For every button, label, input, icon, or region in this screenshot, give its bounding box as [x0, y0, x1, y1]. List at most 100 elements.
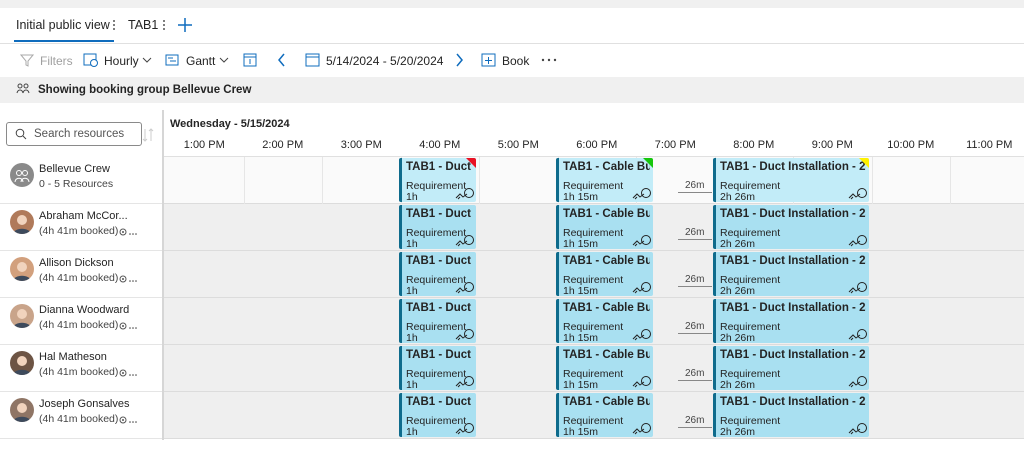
status-icon	[119, 322, 127, 330]
booking-duration: 1h 15m	[563, 238, 599, 249]
tab-underline	[14, 40, 114, 42]
booking-duration: 1h	[406, 285, 418, 296]
date-range[interactable]: 5/14/2024 - 5/20/2024	[326, 54, 444, 68]
divider	[0, 43, 1024, 44]
banner-text: Showing booking group Bellevue Crew	[38, 84, 252, 96]
person-photo	[13, 309, 31, 328]
column-line	[950, 157, 951, 204]
banner-bg	[0, 77, 1024, 103]
booking-title: TAB1 - Duct Installation - 2316	[720, 302, 866, 314]
column-line	[871, 157, 873, 204]
travel-line	[678, 333, 712, 334]
booking-title: TAB1 - Cable Buri	[563, 302, 650, 314]
booking-label: Requirement	[720, 415, 781, 427]
resource-detail: (4h 41m booked)	[39, 272, 119, 284]
booking-duration: 2h 26m	[720, 379, 756, 390]
booking-duration: 1h	[406, 191, 418, 202]
search-box[interactable]	[6, 122, 142, 146]
column-line	[322, 157, 323, 204]
resource-detail: 0 - 5 Resources	[39, 178, 114, 190]
resource-detail: (4h 41m booked)	[39, 413, 119, 425]
tab-menu[interactable]	[111, 18, 117, 32]
book-button[interactable]: Book	[502, 54, 530, 68]
booking[interactable]: TAB1 - Duct Installation - 2316 Requireme…	[713, 205, 869, 249]
crew-icon	[455, 423, 474, 435]
booking-duration: 1h 15m	[563, 332, 599, 343]
resource-row[interactable]	[0, 157, 162, 204]
resource-row[interactable]	[0, 298, 162, 345]
booking-label: Requirement	[720, 227, 781, 239]
gantt-button[interactable]: Gantt	[186, 54, 216, 68]
resource-name: Joseph Gonsalves	[39, 398, 130, 410]
booking-title: TAB1 - Duct R	[406, 208, 473, 220]
tab[interactable]: TAB1	[128, 18, 159, 32]
booking[interactable]: TAB1 - Duct Installation - 2316 Requireme…	[713, 158, 869, 202]
booking-duration: 1h 15m	[563, 426, 599, 437]
today-button[interactable]	[243, 52, 257, 67]
chevron	[219, 57, 229, 63]
resource-row[interactable]	[0, 345, 162, 392]
tab-active[interactable]: Initial public view	[16, 18, 110, 32]
booking-duration: 1h	[406, 426, 418, 437]
hour-label: 5:00 PM	[497, 139, 539, 151]
booking-duration: 1h	[406, 332, 418, 343]
resource-row[interactable]	[0, 251, 162, 298]
tab-menu[interactable]	[161, 18, 167, 32]
booking-title: TAB1 - Duct Installation - 2316	[720, 349, 866, 361]
booking[interactable]: TAB1 - Duct Installation - 2316 Requireme…	[713, 346, 869, 390]
hour-label: 1:00 PM	[183, 139, 225, 151]
booking-label: Requirement	[563, 368, 624, 380]
crew-icon	[632, 235, 651, 247]
group-icon	[16, 83, 30, 94]
filters-button[interactable]: Filters	[40, 54, 73, 68]
crew-icon	[848, 329, 867, 341]
add-tab[interactable]	[177, 17, 193, 33]
resource-row[interactable]	[0, 392, 162, 439]
travel-line	[678, 192, 712, 193]
priority-flag	[643, 158, 653, 168]
hourly-button[interactable]: Hourly	[104, 54, 139, 68]
status-icon	[119, 275, 127, 283]
booking-duration: 1h	[406, 379, 418, 390]
booking[interactable]: TAB1 - Duct Installation - 2316 Requireme…	[713, 299, 869, 343]
travel-time: 26m	[685, 321, 705, 332]
column-line	[243, 157, 245, 204]
header-line	[162, 156, 1024, 157]
booking-duration: 2h 26m	[720, 285, 756, 296]
status-icon	[119, 228, 127, 236]
booking[interactable]: TAB1 - Duct Installation - 2316 Requireme…	[713, 252, 869, 296]
travel-line	[678, 239, 712, 240]
next-button[interactable]	[454, 53, 464, 67]
booking-title: TAB1 - Duct R	[406, 396, 473, 408]
booking[interactable]: TAB1 - Duct Installation - 2316 Requireme…	[713, 393, 869, 437]
sort-button[interactable]	[142, 128, 154, 142]
crew-icon	[455, 282, 474, 294]
crew-icon	[455, 376, 474, 388]
overflow-dots	[129, 280, 137, 282]
hour-label: 6:00 PM	[576, 139, 618, 151]
resource-row[interactable]	[0, 204, 162, 251]
avatar	[10, 163, 34, 187]
booking-label: Requirement	[720, 368, 781, 380]
more-button[interactable]	[541, 57, 557, 63]
previous-button[interactable]	[277, 53, 287, 67]
overflow-dots	[129, 374, 137, 376]
resource-detail: (4h 41m booked)	[39, 225, 119, 237]
hour-label: 2:00 PM	[262, 139, 304, 151]
booking-label: Requirement	[406, 321, 467, 333]
search-placeholder: Search resources	[34, 128, 125, 140]
